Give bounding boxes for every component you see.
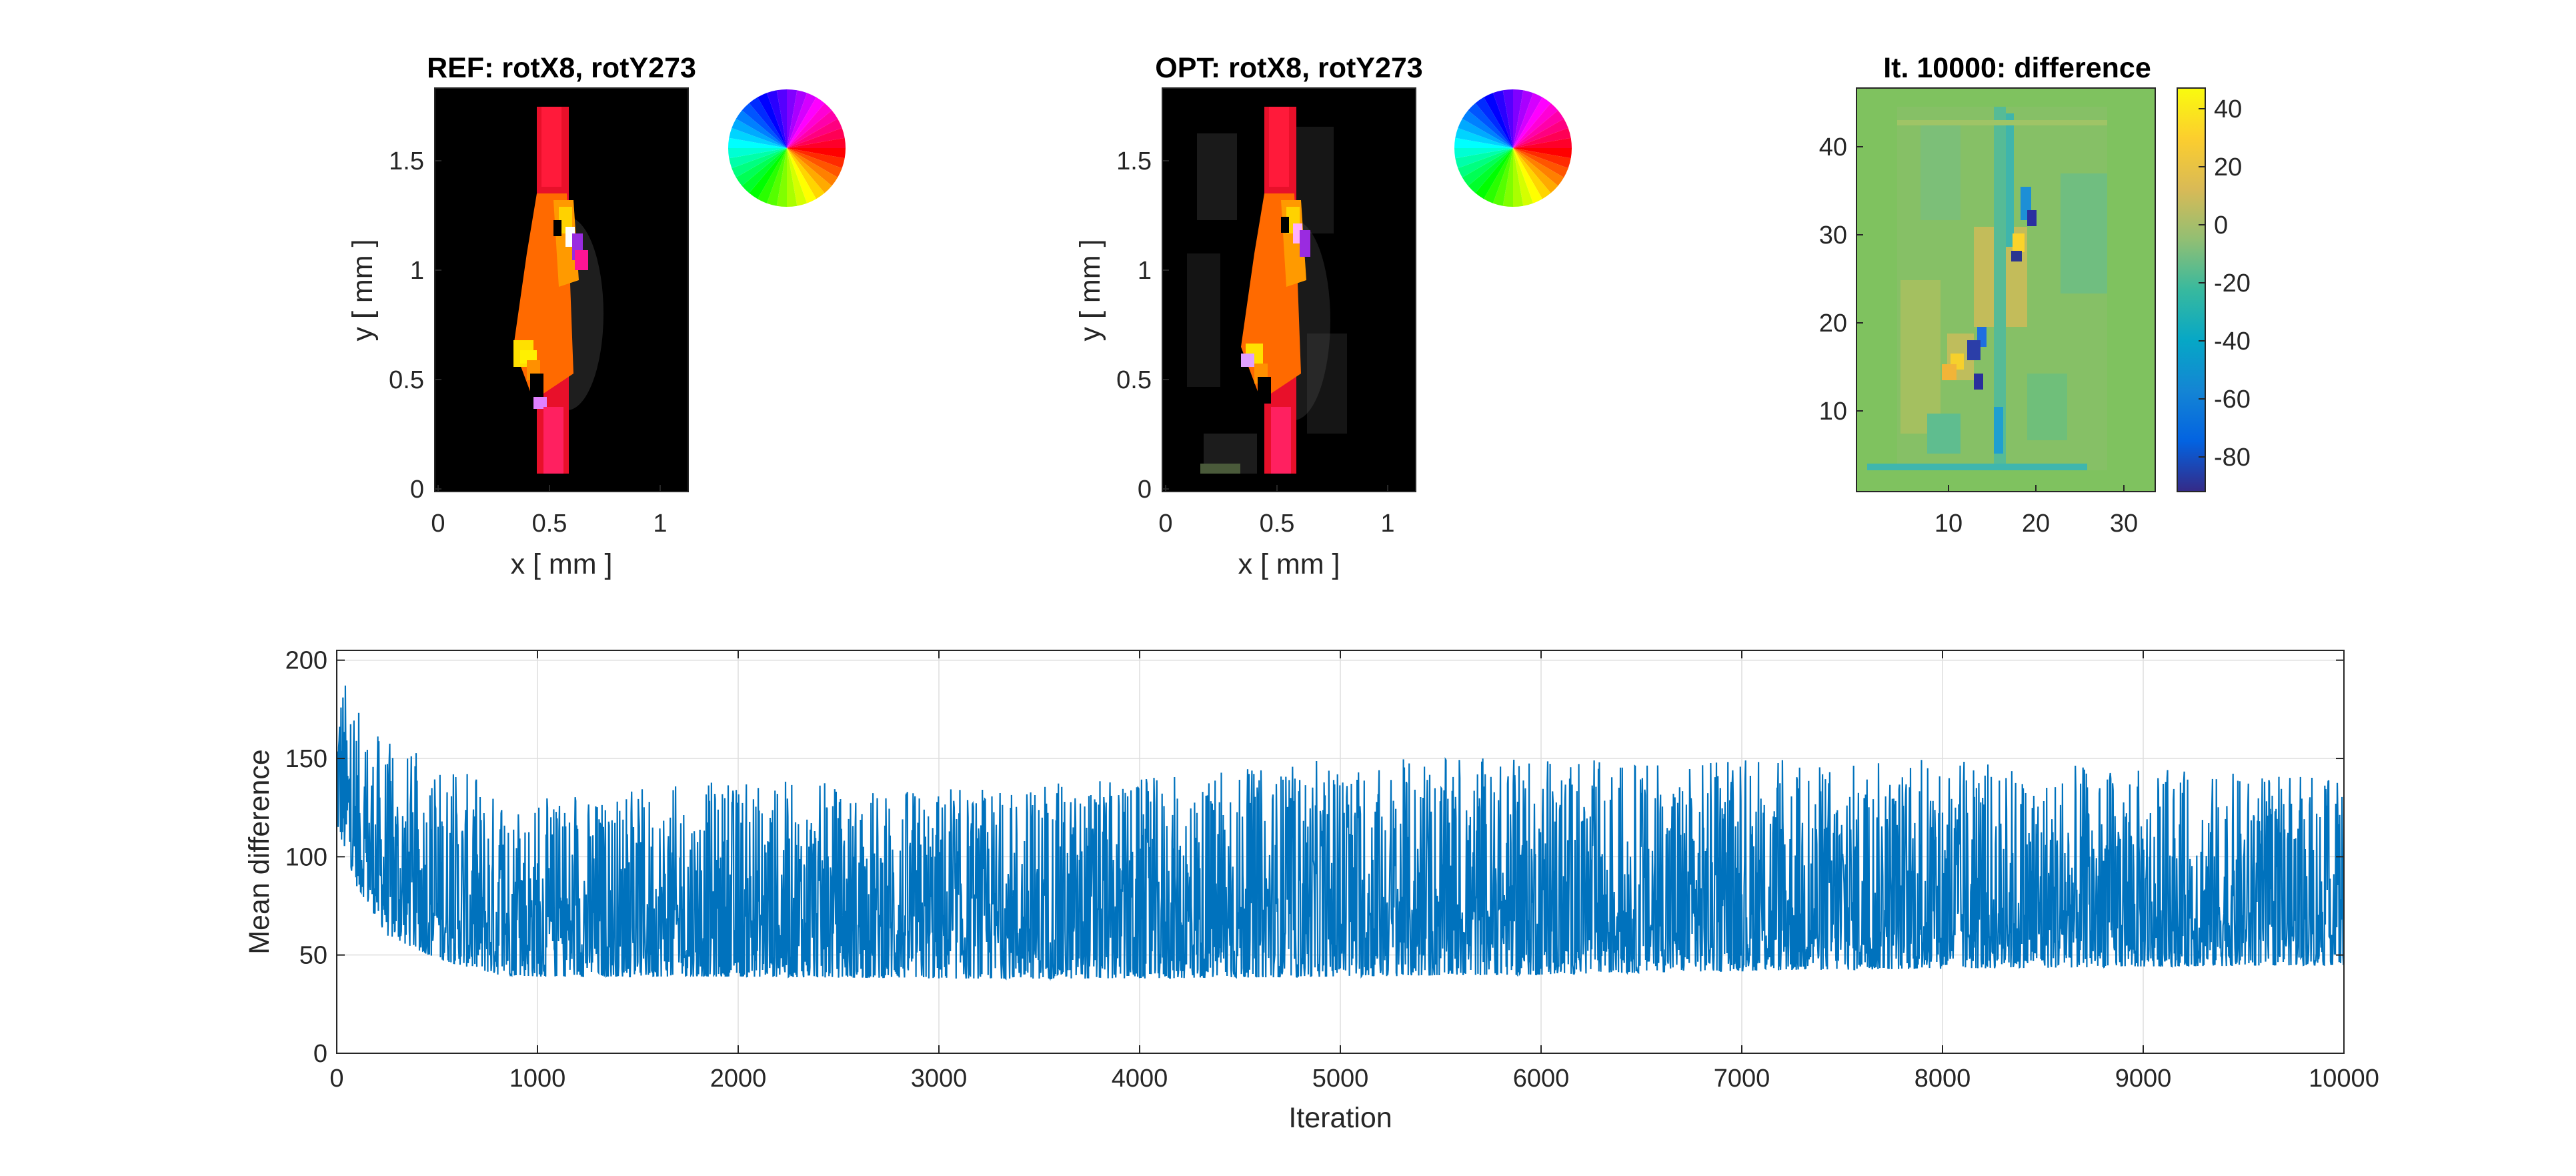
ref-ytick-label: 0 xyxy=(410,476,424,504)
opt-panel: OPT: rotX8, rotY273 xyxy=(1074,52,1572,580)
ref-panel: REF: rotX8, rotY273 0 0.5 xyxy=(347,52,846,580)
ref-ytick-label: 1.5 xyxy=(389,147,424,175)
opt-axes-box xyxy=(1162,87,1416,492)
opt-direction-colorwheel xyxy=(1454,89,1572,207)
ref-ylabel: y [ mm ] xyxy=(347,239,379,342)
y-tick-label: 0 xyxy=(313,1040,327,1068)
line-ticks: 0 1000 2000 3000 4000 5000 6000 7000 8000 9000 100… xyxy=(285,647,2379,1093)
colorbar-tick-label: -80 xyxy=(2214,444,2251,472)
opt-xtick-label: 0.5 xyxy=(1260,510,1295,538)
colorbar-tick-label: 0 xyxy=(2214,211,2228,239)
ref-image-content xyxy=(513,107,603,474)
diff-xtick-label: 10 xyxy=(1935,510,1963,538)
colorbar-tick-label: -40 xyxy=(2214,328,2251,356)
diff-panel: It. 10000: difference xyxy=(1819,52,2251,538)
x-tick-label: 8000 xyxy=(1914,1065,1971,1093)
opt-ylabel: y [ mm ] xyxy=(1074,239,1106,342)
opt-ytick-label: 1.5 xyxy=(1116,147,1152,175)
x-tick-label: 0 xyxy=(329,1065,343,1093)
y-tick-label: 150 xyxy=(285,745,327,773)
ref-xlabel: x [ mm ] xyxy=(511,548,613,580)
colorbar-gradient xyxy=(2177,87,2206,492)
diff-yticks: 10 20 30 40 xyxy=(1819,133,1863,426)
diff-axes-box xyxy=(1856,87,2156,492)
opt-ytick-label: 1 xyxy=(1138,257,1152,285)
opt-yticks: 0 0.5 1 1.5 xyxy=(1116,147,1169,504)
ref-xtick-label: 1 xyxy=(653,510,667,538)
colorbar-tick-label: -20 xyxy=(2214,269,2251,298)
x-tick-label: 10000 xyxy=(2309,1065,2379,1093)
ref-direction-colorwheel xyxy=(728,89,846,207)
x-tick-label: 9000 xyxy=(2115,1065,2172,1093)
colorbar-tick-label: 40 xyxy=(2214,95,2242,123)
opt-title: OPT: rotX8, rotY273 xyxy=(1155,52,1422,84)
ref-axes-box xyxy=(434,87,689,492)
x-tick-label: 4000 xyxy=(1112,1065,1168,1093)
diff-image-content xyxy=(1867,107,2107,470)
diff-ytick-label: 10 xyxy=(1819,398,1847,426)
opt-ytick-label: 0 xyxy=(1138,476,1152,504)
diff-xtick-label: 30 xyxy=(2110,510,2138,538)
opt-xtick-label: 1 xyxy=(1380,510,1394,538)
opt-image-content xyxy=(1187,107,1347,474)
colorbar-tick-label: -60 xyxy=(2214,386,2251,414)
x-tick-label: 2000 xyxy=(710,1065,767,1093)
y-tick-label: 200 xyxy=(285,647,327,675)
ref-xtick-label: 0 xyxy=(431,510,445,538)
x-tick-label: 6000 xyxy=(1513,1065,1570,1093)
line-ylabel: Mean difference xyxy=(243,749,275,955)
ref-title: REF: rotX8, rotY273 xyxy=(427,52,696,84)
ref-yticks: 0 0.5 1 1.5 xyxy=(389,147,441,504)
ref-ytick-label: 1 xyxy=(410,257,424,285)
diff-title: It. 10000: difference xyxy=(1883,52,2151,84)
diff-xtick-label: 20 xyxy=(2022,510,2050,538)
line-xlabel: Iteration xyxy=(1288,1102,1392,1134)
opt-xlabel: x [ mm ] xyxy=(1238,548,1340,580)
diff-xticks: 10 20 30 xyxy=(1935,485,2138,538)
ref-xticks: 0 0.5 1 xyxy=(431,485,668,538)
ref-xtick-label: 0.5 xyxy=(532,510,567,538)
opt-xtick-label: 0 xyxy=(1158,510,1172,538)
x-tick-label: 7000 xyxy=(1714,1065,1770,1093)
colorbar-tick-label: 20 xyxy=(2214,153,2242,181)
convergence-panel: 0 1000 2000 3000 4000 5000 6000 7000 8000 9000 100… xyxy=(243,647,2379,1134)
opt-xticks: 0 0.5 1 xyxy=(1158,485,1395,538)
x-tick-label: 3000 xyxy=(911,1065,968,1093)
y-tick-label: 100 xyxy=(285,843,327,871)
opt-ytick-label: 0.5 xyxy=(1116,366,1152,394)
mean-difference-series xyxy=(337,685,2344,981)
diff-ytick-label: 40 xyxy=(1819,133,1847,161)
diff-colorbar: 40 20 0 -20 -40 -60 -80 xyxy=(2177,87,2251,492)
diff-ytick-label: 30 xyxy=(1819,221,1847,249)
x-tick-label: 1000 xyxy=(509,1065,566,1093)
ref-ytick-label: 0.5 xyxy=(389,366,424,394)
x-tick-label: 5000 xyxy=(1312,1065,1369,1093)
diff-ytick-label: 20 xyxy=(1819,310,1847,338)
y-tick-label: 50 xyxy=(299,942,327,970)
